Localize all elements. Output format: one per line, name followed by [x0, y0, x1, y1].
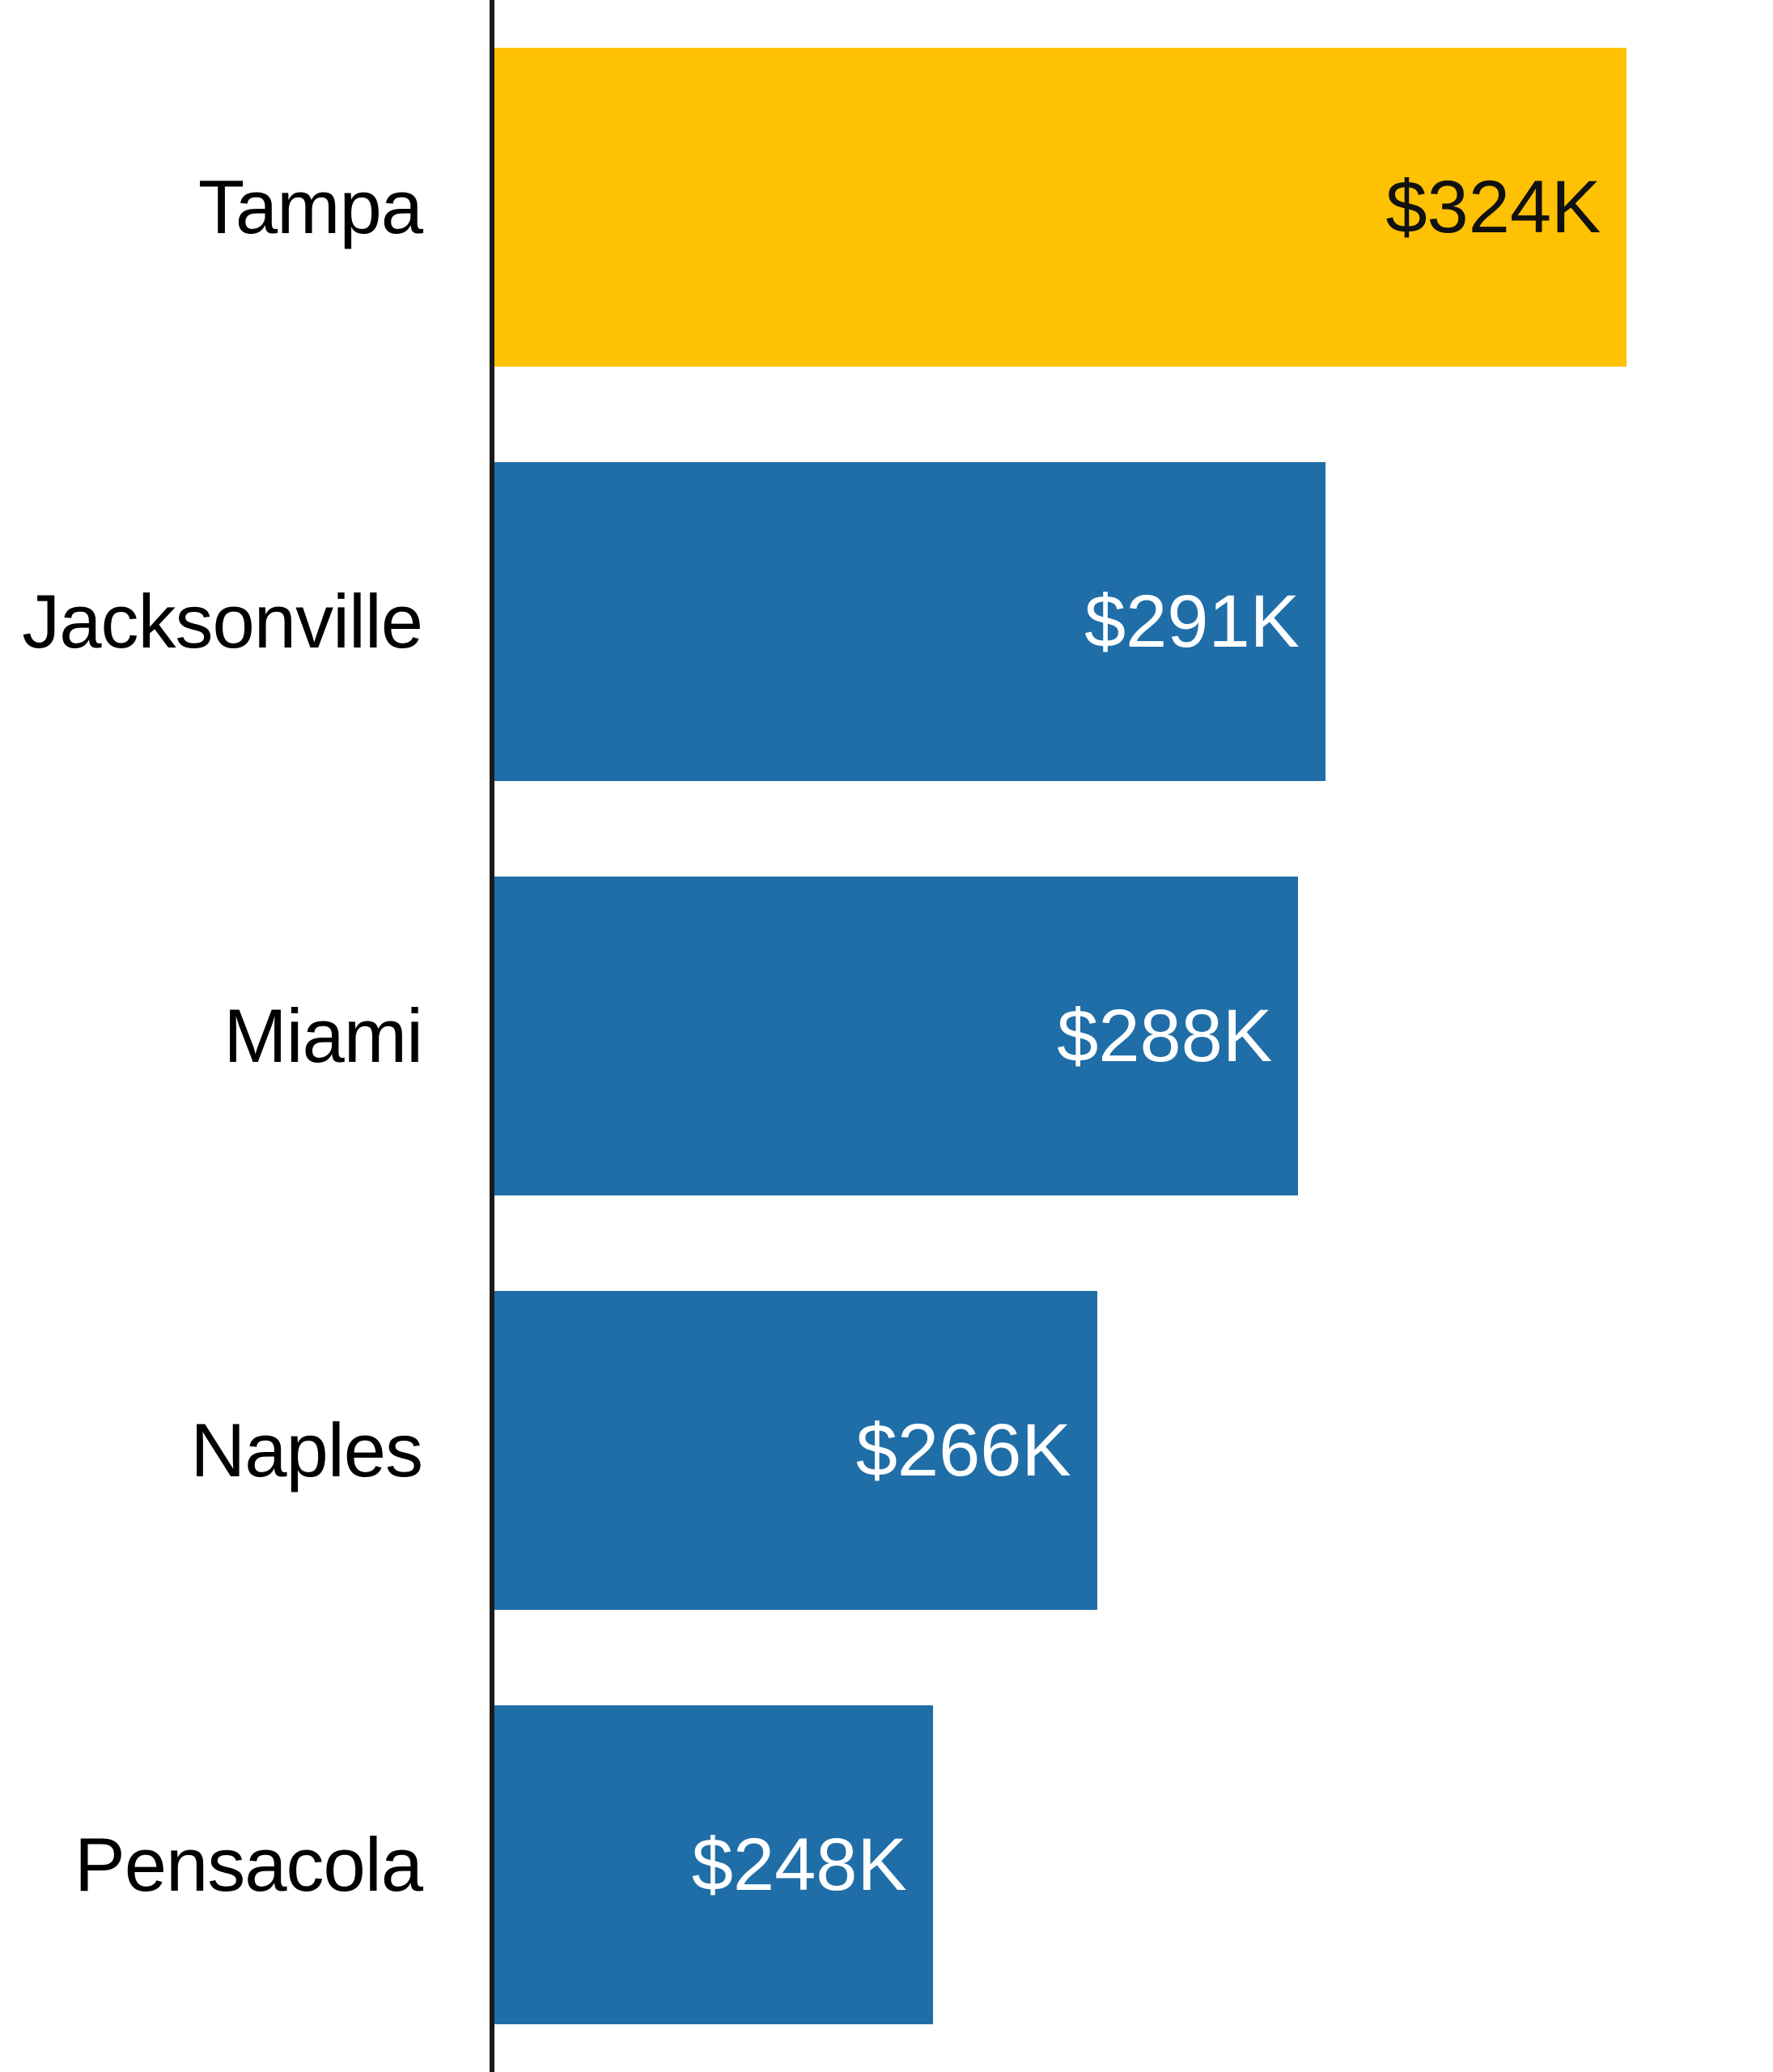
bar-track: $248K [494, 1705, 1773, 2024]
bar-value-label: $288K [1057, 994, 1273, 1077]
chart-row: Tampa $324K [0, 0, 1773, 414]
chart-row: Miami $288K [0, 829, 1773, 1243]
bar-value-label: $266K [855, 1408, 1071, 1492]
bar: $291K [494, 462, 1326, 781]
category-label: Jacksonville [22, 579, 423, 664]
category-label: Pensacola [74, 1822, 423, 1907]
bar-track: $324K [494, 48, 1773, 367]
bar-value-label: $324K [1385, 165, 1601, 248]
bar-track: $266K [494, 1291, 1773, 1610]
bar: $288K [494, 877, 1299, 1195]
chart-row: Naples $266K [0, 1243, 1773, 1658]
bar-value-label: $291K [1084, 580, 1300, 663]
bar-value-label: $248K [691, 1823, 907, 1906]
bar-track: $288K [494, 877, 1773, 1195]
category-label: Tampa [197, 164, 423, 249]
category-label: Miami [223, 993, 423, 1078]
bar-track: $291K [494, 462, 1773, 781]
chart-row: Jacksonville $291K [0, 414, 1773, 829]
category-label: Naples [190, 1408, 423, 1492]
chart-row: Pensacola $248K [0, 1658, 1773, 2072]
bar: $324K [494, 48, 1627, 367]
bar: $266K [494, 1291, 1097, 1610]
y-axis-line [490, 0, 494, 2072]
bar: $248K [494, 1705, 933, 2024]
